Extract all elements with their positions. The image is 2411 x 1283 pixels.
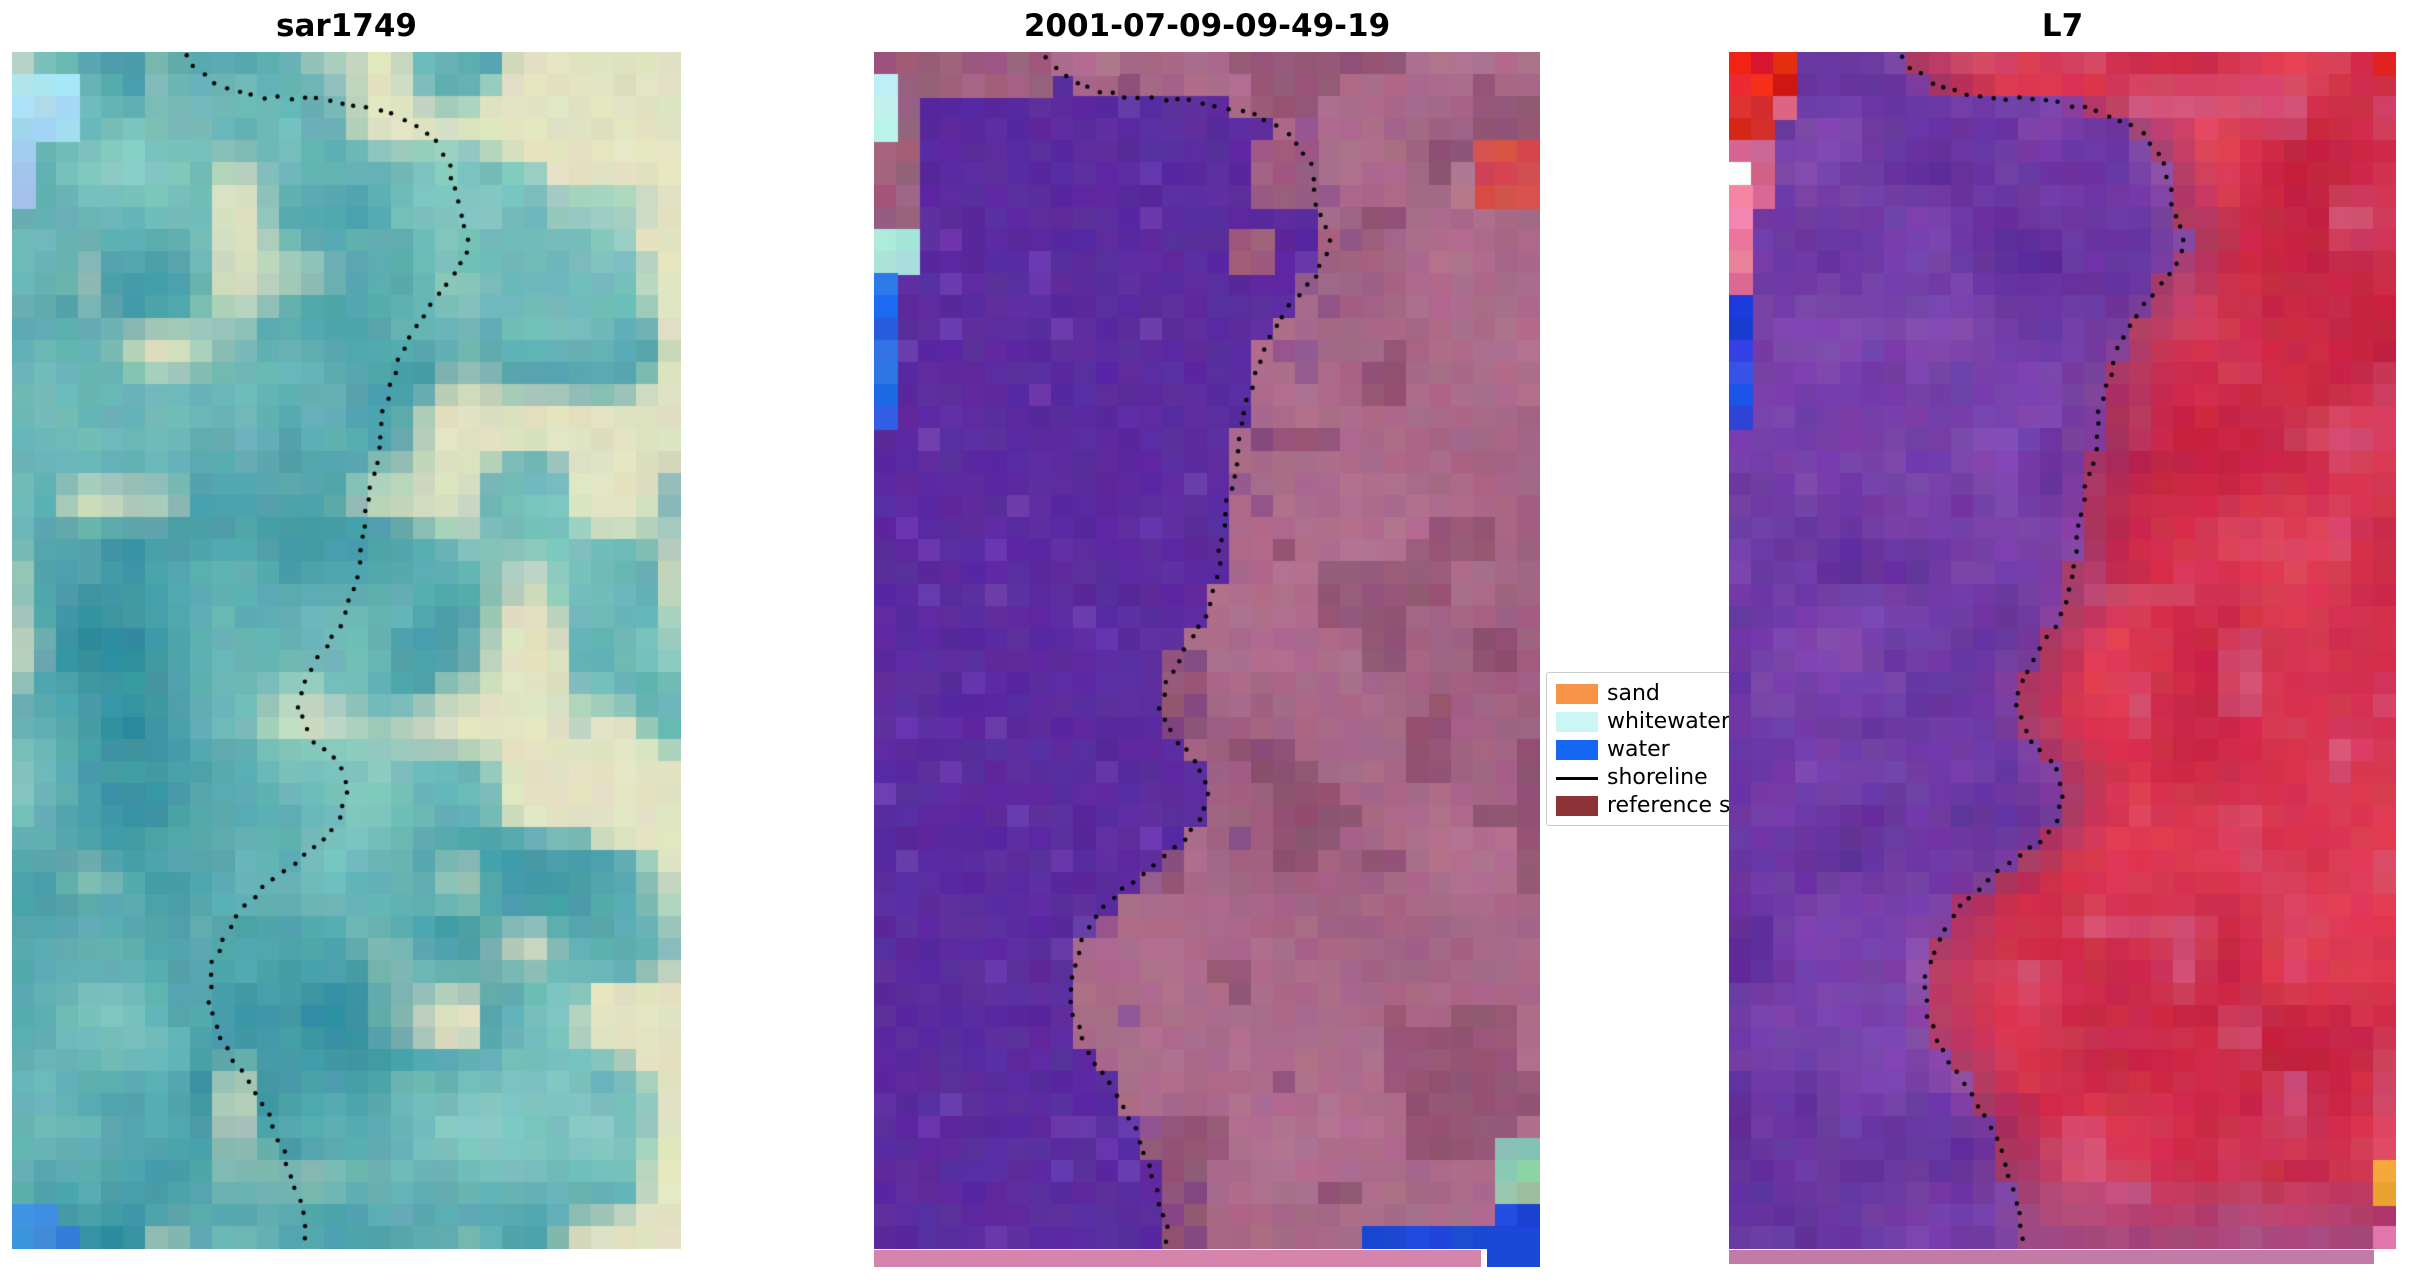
panel-sar1749: sar1749 (12, 8, 681, 1249)
panel-title-l7: L7 (2041, 8, 2084, 44)
legend-label-reference-shoreline: reference s (1607, 793, 1731, 818)
panel-classified: 2001-07-09-09-49-19 (874, 8, 1540, 1249)
legend-item-water: water (1556, 736, 1733, 764)
bottom-bar-middle (874, 1250, 1481, 1267)
reference-shoreline-swatch (1556, 796, 1598, 816)
whitewater-swatch (1556, 712, 1598, 732)
panel-title-classified: 2001-07-09-09-49-19 (1023, 8, 1391, 44)
classified-image-canvas (874, 52, 1540, 1249)
legend-item-shoreline: shoreline (1556, 764, 1733, 792)
legend-item-reference-shoreline: reference s (1556, 792, 1733, 820)
water-swatch (1556, 740, 1598, 760)
shoreline-line-swatch (1556, 776, 1598, 780)
l7-image-canvas (1729, 52, 2396, 1249)
legend-item-sand: sand (1556, 680, 1733, 708)
legend: sand whitewater water shoreline referenc… (1546, 672, 1734, 826)
legend-item-whitewater: whitewater (1556, 708, 1733, 736)
legend-label-sand: sand (1607, 681, 1660, 706)
bottom-bar-right (1729, 1250, 2374, 1264)
legend-label-water: water (1607, 737, 1670, 762)
legend-label-shoreline: shoreline (1607, 765, 1708, 790)
blue-corner-middle (1487, 1229, 1540, 1267)
panel-l7: L7 (1729, 8, 2396, 1249)
sand-swatch (1556, 684, 1598, 704)
sar-image-canvas (12, 52, 681, 1249)
panel-title-sar1749: sar1749 (276, 8, 417, 44)
legend-label-whitewater: whitewater (1607, 709, 1730, 734)
